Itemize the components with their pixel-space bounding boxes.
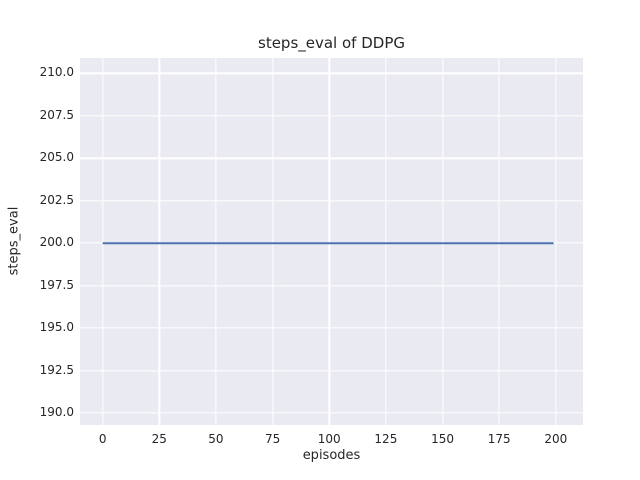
gridline-vertical: [271, 58, 274, 425]
gridline-vertical: [498, 58, 500, 425]
y-tick-label: 197.5: [39, 277, 74, 292]
x-tick-label: 25: [151, 432, 167, 446]
gridline-horizontal: [80, 115, 583, 117]
y-tick-label: 195.0: [39, 320, 74, 335]
y-tick-label: 202.5: [39, 192, 74, 207]
x-tick-label: 200: [544, 432, 568, 446]
gridline-vertical: [385, 58, 387, 425]
gridline-horizontal: [80, 157, 583, 159]
gridline-vertical: [158, 58, 160, 425]
gridline-vertical: [328, 58, 330, 425]
x-tick-label: 100: [317, 432, 341, 446]
x-tick-label: 175: [487, 432, 511, 446]
plot-area: [80, 58, 583, 425]
x-tick-label: 0: [98, 432, 107, 446]
x-tick-label: 50: [208, 432, 224, 446]
gridline-vertical: [555, 58, 557, 425]
gridline-horizontal: [80, 72, 583, 74]
gridline-horizontal: [80, 369, 583, 372]
y-tick-label: 210.0: [39, 65, 74, 80]
data-line-layer: [102, 242, 554, 245]
gridline-vertical: [102, 58, 104, 425]
gridline-vertical: [441, 58, 444, 425]
y-tick-label: 205.0: [39, 150, 74, 165]
x-tick-label: 150: [431, 432, 454, 446]
gridline-horizontal: [80, 285, 583, 287]
x-tick-label: 75: [264, 432, 281, 446]
chart-title: steps_eval of DDPG: [258, 34, 405, 52]
gridline-vertical: [215, 58, 217, 425]
gridline-horizontal: [80, 327, 583, 329]
y-tick-label: 207.5: [39, 107, 74, 122]
x-tick-label: 125: [374, 432, 398, 446]
gridline-horizontal: [80, 412, 583, 414]
y-tick-label: 200.0: [39, 235, 74, 250]
gridline-horizontal: [80, 200, 583, 202]
y-tick-label: 190.0: [39, 405, 74, 420]
x-axis-label: episodes: [302, 448, 361, 463]
y-axis-label: steps_eval: [6, 206, 22, 276]
y-tick-label: 192.5: [39, 362, 74, 377]
